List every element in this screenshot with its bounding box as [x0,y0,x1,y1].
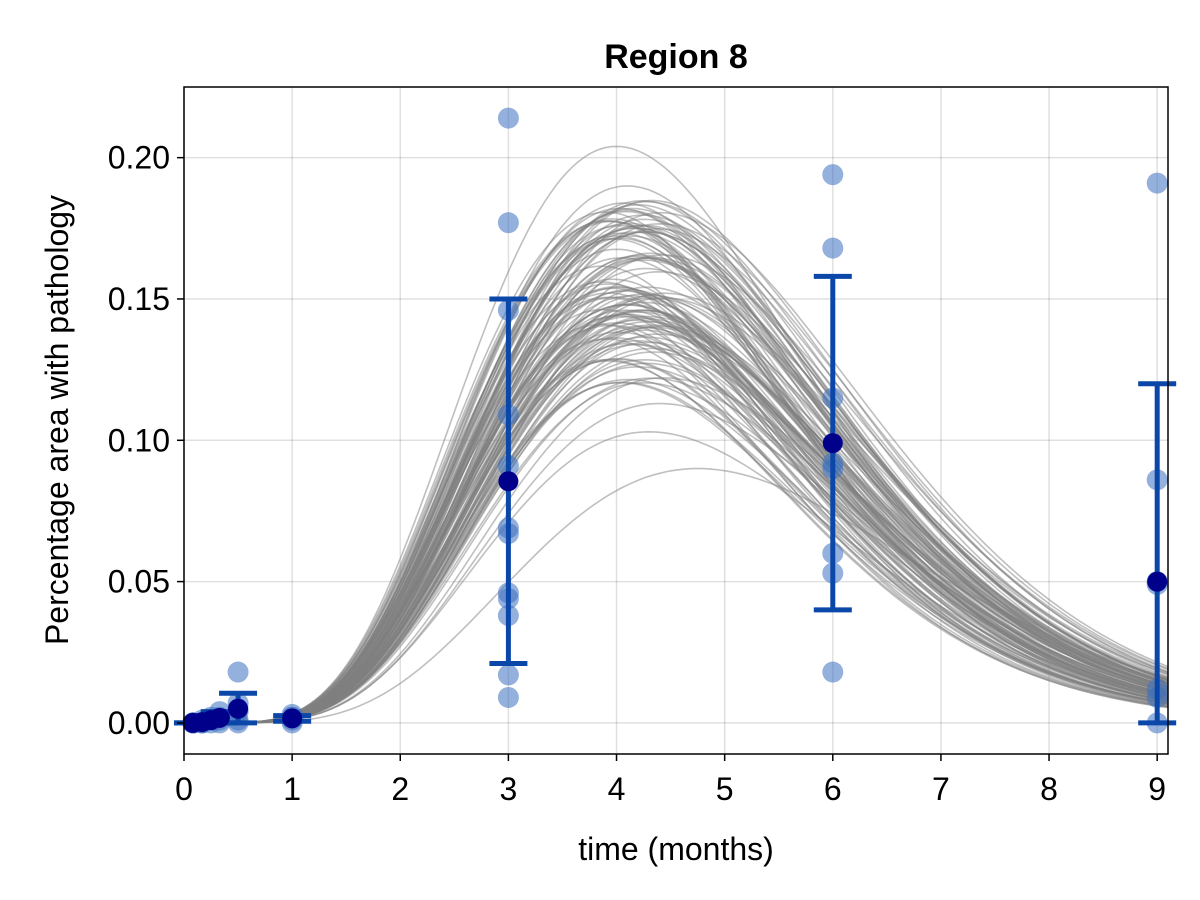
y-tick-label: 0.05 [108,564,170,600]
observation-point [497,212,519,234]
mean-points [182,433,1168,733]
observation-point [822,661,844,683]
simulation-curve [184,286,1168,724]
simulation-curve [184,381,1168,724]
y-tick-label: 0.00 [108,705,170,741]
x-tick-label: 7 [932,771,950,807]
y-tick-label: 0.15 [108,281,170,317]
simulation-curve [184,202,1168,724]
observation-point [227,661,249,683]
simulation-curve [184,333,1168,724]
simulation-curve [184,381,1168,724]
observation-point [497,107,519,129]
x-tick-label: 1 [283,771,301,807]
x-tick-label: 4 [608,771,626,807]
mean-point [209,707,230,728]
mean-point [228,698,249,719]
simulation-curve [184,217,1168,724]
simulation-curves [184,145,1168,724]
simulation-curve [184,402,1168,724]
observation-point [1146,172,1168,194]
x-tick-label: 2 [391,771,409,807]
simulation-curve [184,220,1168,724]
simulation-curve [184,218,1168,724]
y-axis-label: Percentage area with pathology [39,195,75,645]
chart-title: Region 8 [604,38,748,76]
mean-point [498,471,519,492]
simulation-curve [184,207,1168,724]
simulation-curve [184,210,1168,724]
simulation-curve [184,360,1168,724]
simulation-curve [184,378,1168,724]
plot-frame [183,86,1169,755]
observation-point [822,237,844,259]
x-axis-label: time (months) [578,831,774,867]
observation-point [497,686,519,708]
simulation-curve [184,309,1168,724]
simulation-curve [184,297,1168,724]
x-tick-label: 8 [1040,771,1058,807]
simulation-curve [184,377,1168,724]
x-axis: 0 1 2 3 4 5 6 7 8 9 [175,754,1166,807]
simulation-curve [184,381,1168,724]
observation-point [497,664,519,686]
x-tick-label: 3 [499,771,517,807]
x-tick-label: 9 [1148,771,1166,807]
y-tick-label: 0.20 [108,140,170,176]
simulation-curve [184,209,1168,724]
error-bar [1138,381,1177,726]
simulation-curve [184,377,1168,724]
x-tick-label: 5 [716,771,734,807]
y-tick-label: 0.10 [108,422,170,458]
x-tick-label: 6 [824,771,842,807]
mean-point [282,708,303,729]
y-axis: 0.00 0.05 0.10 0.15 0.20 [108,140,184,741]
x-tick-label: 0 [175,771,193,807]
mean-point [1147,571,1168,592]
mean-point [822,433,843,454]
observation-point [822,164,844,186]
